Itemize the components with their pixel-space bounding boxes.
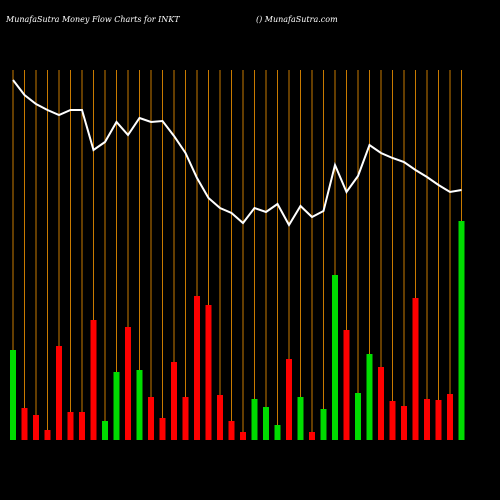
bar [389, 401, 396, 440]
bar [378, 367, 384, 440]
bar [33, 415, 39, 440]
bar [56, 346, 62, 440]
bar [355, 393, 361, 440]
bar [79, 412, 85, 440]
bar [366, 354, 373, 440]
bar [286, 359, 292, 440]
bar [309, 432, 315, 440]
bar [148, 397, 154, 440]
bar [320, 409, 327, 440]
bar [194, 296, 200, 440]
bar [412, 298, 419, 440]
bar [102, 421, 108, 440]
bar [125, 327, 131, 440]
bar [297, 397, 304, 440]
bar [159, 418, 166, 440]
bar [228, 421, 235, 440]
bar [424, 399, 430, 440]
bar [343, 330, 350, 440]
bar [217, 395, 223, 440]
bar [171, 362, 177, 440]
money-flow-line [12, 79, 462, 228]
bar [21, 408, 28, 440]
bar [67, 412, 74, 440]
bar [240, 432, 246, 440]
bar [332, 275, 338, 440]
bar [447, 394, 453, 440]
bar [10, 350, 16, 440]
bar [205, 305, 212, 440]
chart-subtitle: () MunafaSutra.com [256, 15, 338, 24]
chart-title: MunafaSutra Money Flow Charts for INKT [5, 15, 180, 24]
bar [458, 221, 465, 440]
bar [90, 320, 97, 440]
bar [263, 407, 269, 440]
bar [44, 430, 51, 440]
bar [113, 372, 120, 440]
bar [401, 406, 407, 440]
bar [136, 370, 143, 440]
bar [435, 400, 442, 440]
bar [182, 397, 189, 440]
bar [251, 399, 258, 440]
bar [274, 425, 281, 440]
